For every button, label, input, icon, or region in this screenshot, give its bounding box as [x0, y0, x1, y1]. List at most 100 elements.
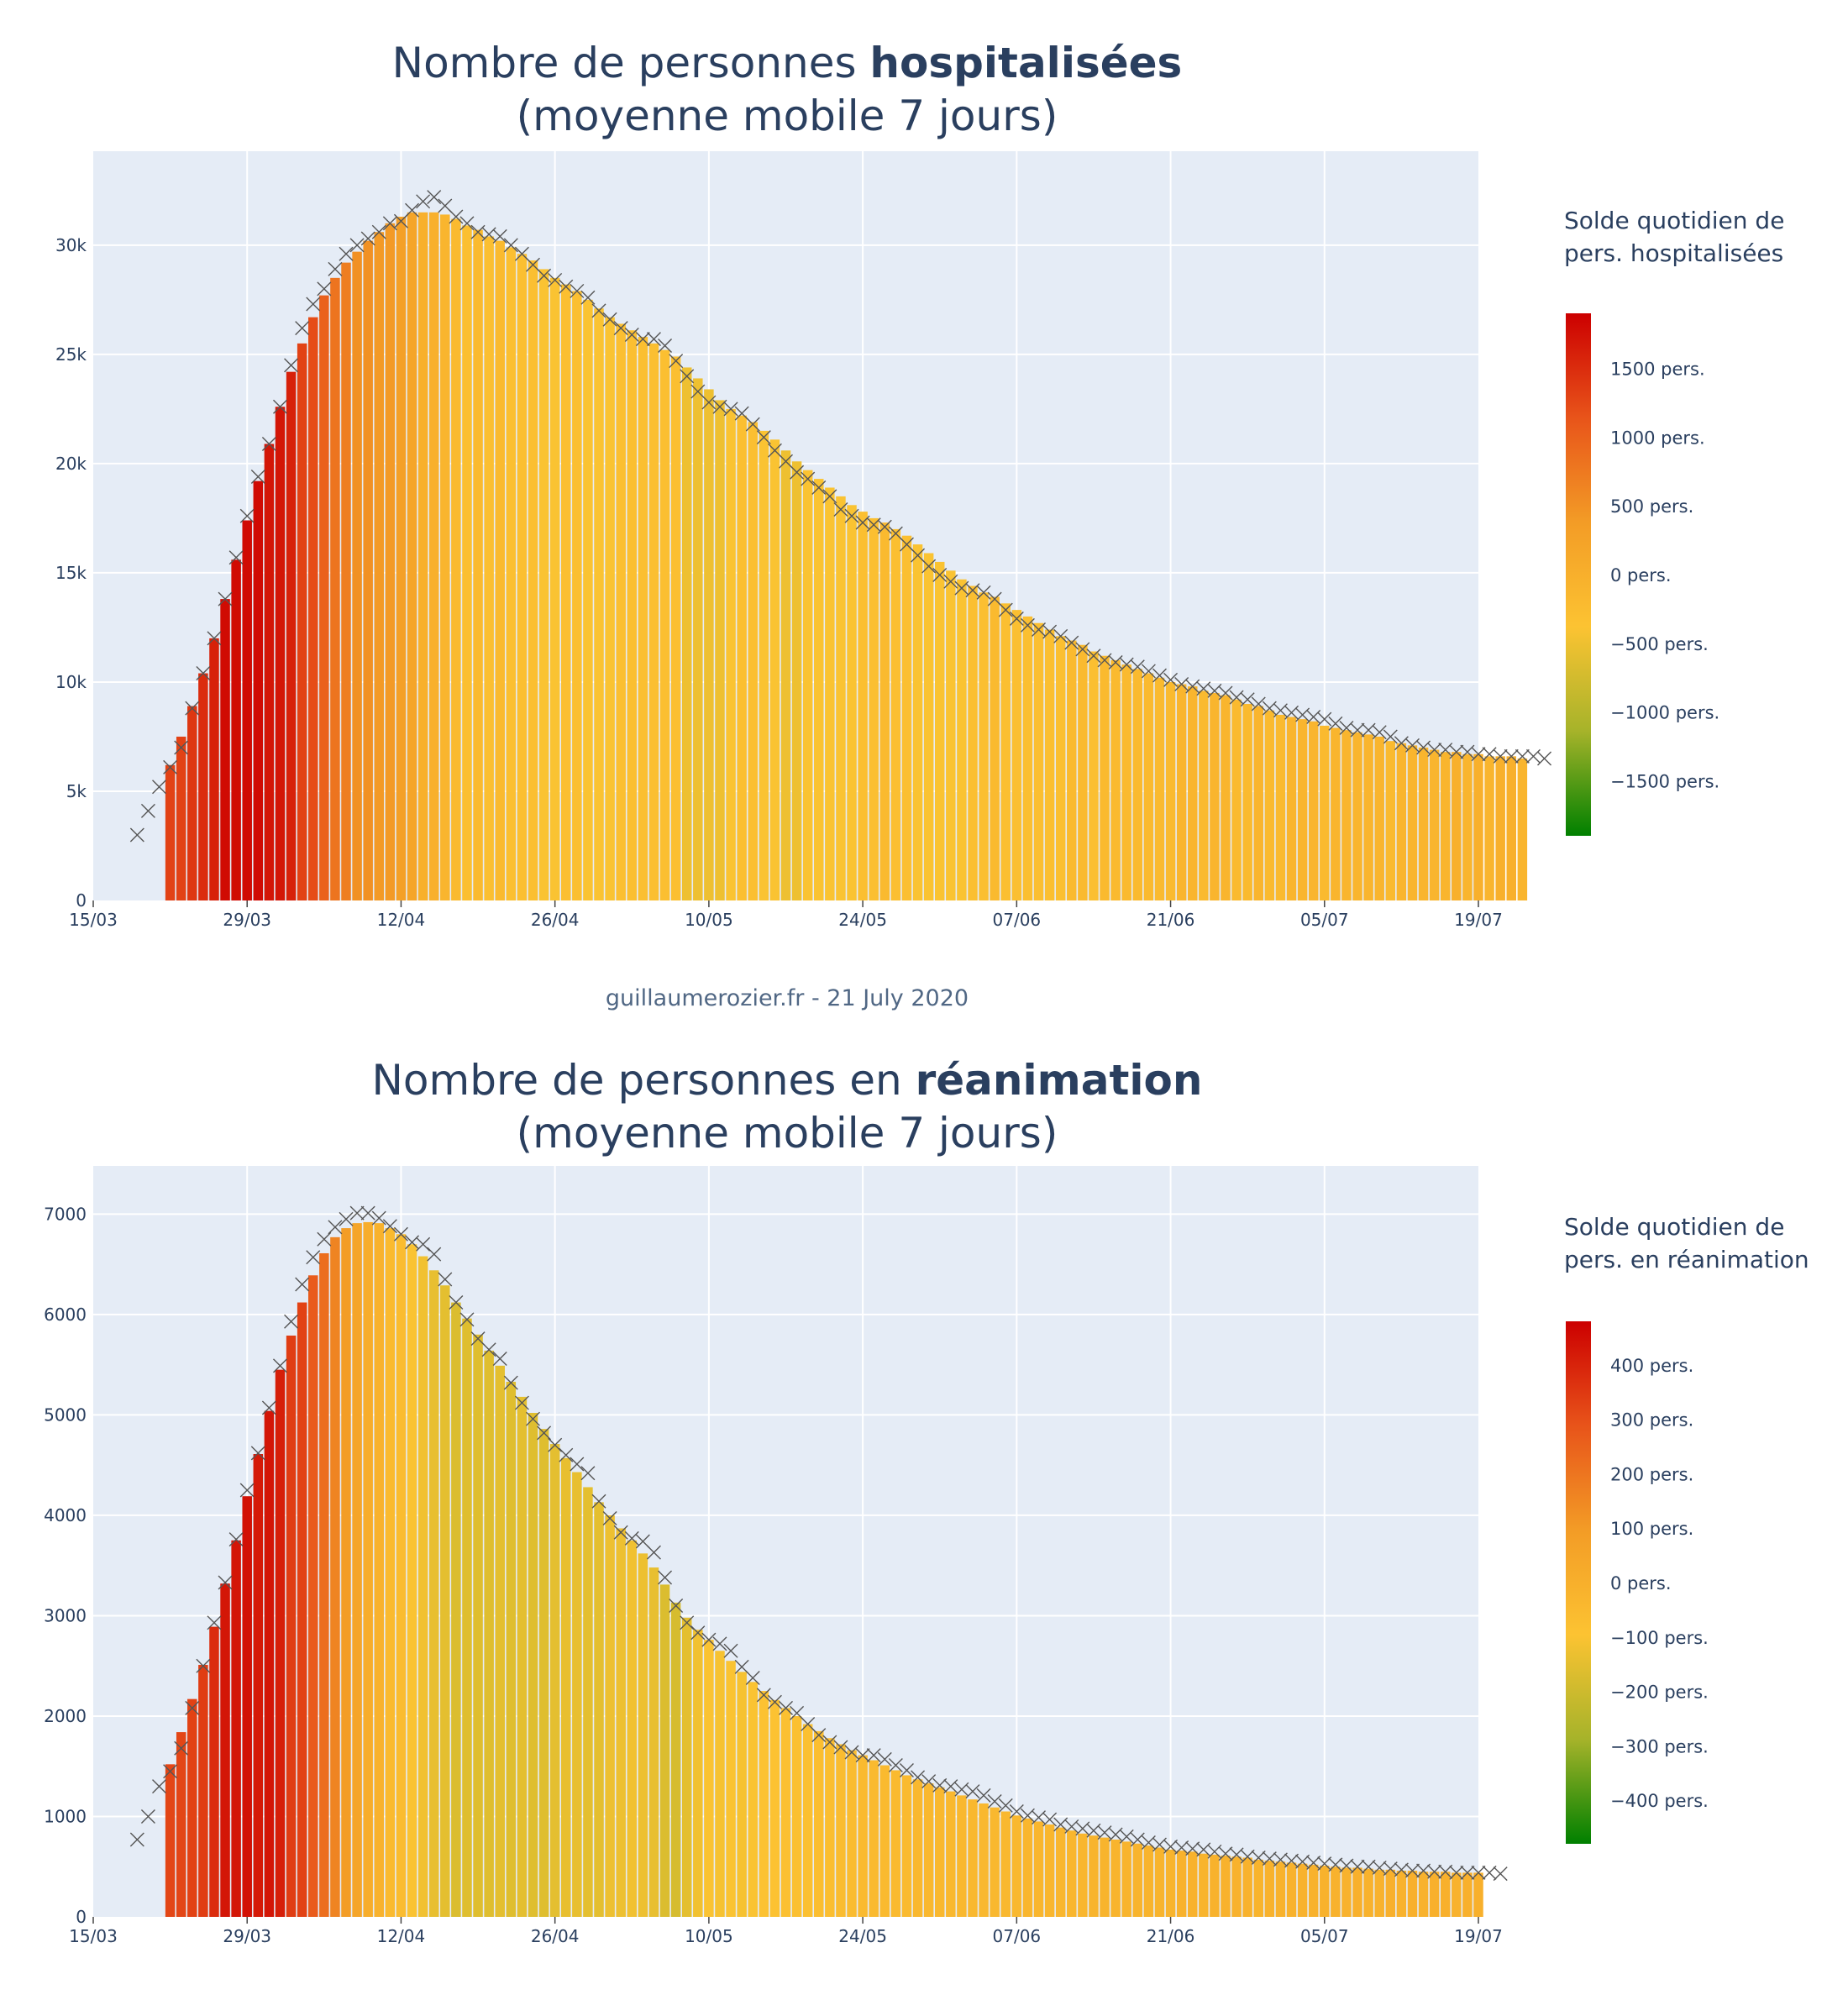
bar: [1363, 734, 1373, 900]
bar: [1089, 651, 1099, 900]
bar: [1055, 1827, 1066, 1917]
bar: [341, 1228, 351, 1917]
raw-point: [1416, 1863, 1431, 1878]
raw-point: [1306, 1855, 1321, 1870]
bar: [572, 291, 582, 900]
raw-point: [1427, 1864, 1442, 1879]
raw-point: [261, 436, 276, 451]
bar: [1242, 703, 1252, 900]
bar: [1022, 1818, 1033, 1917]
bar: [1121, 664, 1131, 900]
raw-point: [207, 1615, 222, 1630]
raw-point: [822, 1735, 837, 1750]
x-tick-label: 26/04: [531, 910, 580, 930]
raw-point: [1163, 672, 1179, 687]
bar: [802, 470, 813, 900]
raw-point: [899, 1763, 914, 1777]
raw-point: [1383, 1861, 1398, 1877]
raw-point: [646, 1545, 661, 1560]
raw-point: [1460, 1865, 1475, 1880]
raw-point: [1251, 696, 1266, 711]
bar: [1022, 616, 1033, 900]
bar: [341, 262, 351, 900]
bar: [1089, 1835, 1099, 1917]
bar: [462, 225, 472, 901]
bar: [1297, 1863, 1308, 1917]
raw-point: [284, 1314, 299, 1329]
bar: [879, 522, 890, 900]
raw-point: [1350, 1859, 1365, 1874]
bar: [1286, 1862, 1297, 1917]
bar: [495, 240, 505, 900]
raw-point: [987, 1794, 1002, 1809]
raw-point: [1053, 628, 1068, 643]
bar: [791, 1715, 802, 1917]
colorbar-tick-label: 0 pers.: [1610, 565, 1672, 585]
bar: [1517, 758, 1528, 900]
bar: [693, 1630, 703, 1917]
bar: [1308, 1864, 1319, 1917]
bar: [1473, 1872, 1483, 1917]
bar: [681, 367, 692, 900]
x-tick-label: 29/03: [223, 1926, 271, 1946]
bar: [825, 1738, 835, 1917]
raw-point: [250, 469, 265, 484]
bar: [670, 1602, 681, 1917]
bar: [1231, 699, 1242, 900]
raw-point: [449, 209, 464, 224]
bar: [946, 570, 956, 900]
bar: [1110, 1839, 1121, 1917]
bar: [264, 1410, 275, 1917]
bar: [1407, 745, 1418, 900]
raw-point: [680, 369, 695, 384]
bar: [462, 1318, 472, 1917]
bar: [538, 269, 549, 900]
raw-point: [998, 602, 1013, 617]
raw-point: [1009, 1804, 1024, 1819]
bar: [1374, 1869, 1384, 1917]
bar: [605, 1515, 615, 1917]
y-tick-label: 10k: [55, 672, 87, 692]
bar: [979, 1803, 989, 1917]
raw-point: [1042, 1812, 1058, 1827]
raw-point: [218, 1575, 233, 1590]
bar: [242, 1496, 252, 1917]
colorbar-tick-label: −200 pers.: [1610, 1683, 1709, 1703]
bar: [428, 1270, 439, 1917]
raw-point: [1328, 716, 1343, 731]
y-tick-label: 5000: [44, 1404, 87, 1425]
raw-point: [492, 228, 507, 244]
bar: [561, 1457, 571, 1917]
bar: [1452, 752, 1462, 900]
x-tick-label: 12/04: [377, 1926, 426, 1946]
x-tick-label: 12/04: [377, 910, 426, 930]
bar: [561, 284, 571, 900]
raw-point: [1240, 692, 1255, 707]
bar: [648, 1567, 659, 1917]
bar: [923, 1783, 934, 1917]
bar: [1418, 1872, 1429, 1917]
bar: [1033, 1821, 1044, 1917]
bar: [549, 277, 560, 900]
y-tick-label: 15k: [55, 563, 87, 583]
raw-point: [723, 402, 738, 417]
raw-point: [1449, 744, 1464, 759]
bar: [1484, 756, 1494, 900]
bar: [890, 528, 901, 900]
x-tick-label: 07/06: [993, 910, 1042, 930]
bar: [473, 229, 483, 901]
raw-point: [745, 417, 760, 432]
bar: [923, 553, 934, 900]
raw-point: [756, 1688, 771, 1703]
raw-point: [976, 1788, 991, 1803]
raw-point: [360, 1205, 375, 1221]
y-tick-label: 7000: [44, 1204, 87, 1224]
raw-point: [822, 489, 837, 504]
raw-point: [580, 1466, 596, 1481]
raw-point: [525, 1411, 540, 1426]
raw-point: [965, 1784, 980, 1799]
bar: [858, 512, 868, 900]
bar: [990, 1807, 1000, 1917]
raw-point: [888, 1758, 903, 1773]
